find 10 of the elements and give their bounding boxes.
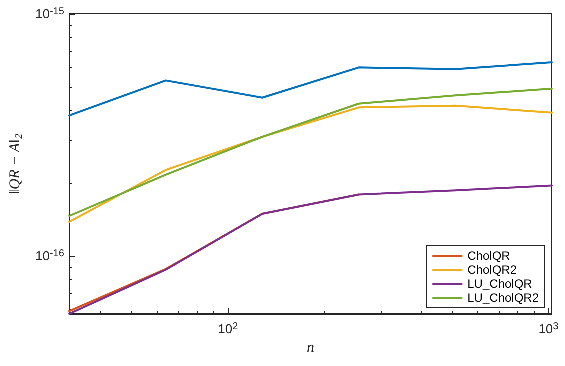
legend-label: LU_CholQR	[468, 277, 533, 291]
line-series	[68, 104, 553, 224]
legend-label: CholQR2	[468, 263, 518, 277]
line-series	[68, 62, 553, 117]
x-axis-title: n	[307, 340, 314, 356]
legend-label: CholQR	[468, 249, 511, 263]
line-series	[68, 184, 553, 315]
line-series	[68, 88, 553, 218]
y-axis-title: ‖QR − A‖2	[8, 134, 25, 194]
legend-label: LU_CholQR2	[468, 291, 540, 305]
